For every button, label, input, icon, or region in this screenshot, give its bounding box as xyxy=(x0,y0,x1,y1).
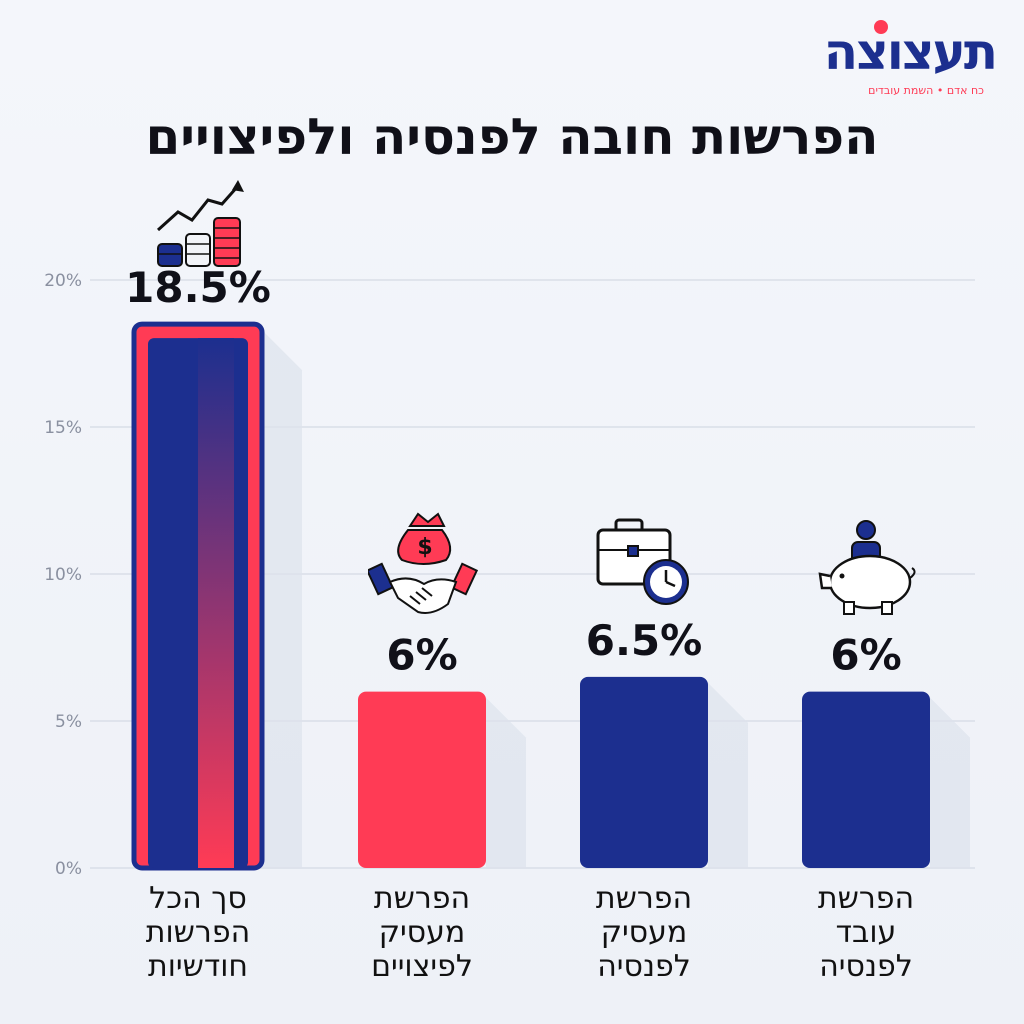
bar xyxy=(802,691,930,868)
x-label-employer-pension: הפרשת מעסיק לפנסיה xyxy=(595,881,693,984)
brand-logo: תעצוצה כח אדם • השמת עובדים xyxy=(796,20,998,102)
bar xyxy=(580,676,708,868)
piggy-bank-person-icon xyxy=(818,520,916,615)
chart-title: הפרשות חובה לפנסיה ולפיצויים xyxy=(145,108,879,166)
x-label-employer-severance: הפרשת מעסיק לפיצויים xyxy=(371,881,473,984)
logo-wordmark: תעצוצה xyxy=(823,23,998,81)
y-tick-label: 15% xyxy=(44,418,82,438)
briefcase-clock-icon xyxy=(596,518,689,605)
bar-value-label: 6% xyxy=(386,631,457,680)
x-label-total: סך הכל הפרשות חודשיות xyxy=(145,881,251,984)
bar-shadow xyxy=(708,682,748,868)
y-tick-label: 0% xyxy=(55,859,82,879)
bar xyxy=(358,691,486,868)
y-tick-label: 20% xyxy=(44,271,82,291)
bar-value-label: 6.5% xyxy=(586,616,702,665)
bar-shadow xyxy=(930,697,970,868)
bar-value-label: 18.5% xyxy=(125,263,271,312)
logo-dot xyxy=(874,20,888,34)
handshake-money-bag-icon: $ xyxy=(368,512,478,614)
logo-tagline: כח אדם • השמת עובדים xyxy=(868,84,984,97)
bar-shadow xyxy=(262,330,302,869)
bar-shadow xyxy=(486,697,526,868)
x-label-employee-pension: הפרשת עובד לפנסיה xyxy=(817,881,915,984)
stacked-coins-growth-icon xyxy=(156,180,244,267)
y-tick-label: 10% xyxy=(44,565,82,585)
bar-value-label: 6% xyxy=(830,631,901,680)
bar-inner-stripe xyxy=(198,338,234,869)
y-tick-label: 5% xyxy=(55,712,82,732)
svg-text:$: $ xyxy=(417,535,432,560)
